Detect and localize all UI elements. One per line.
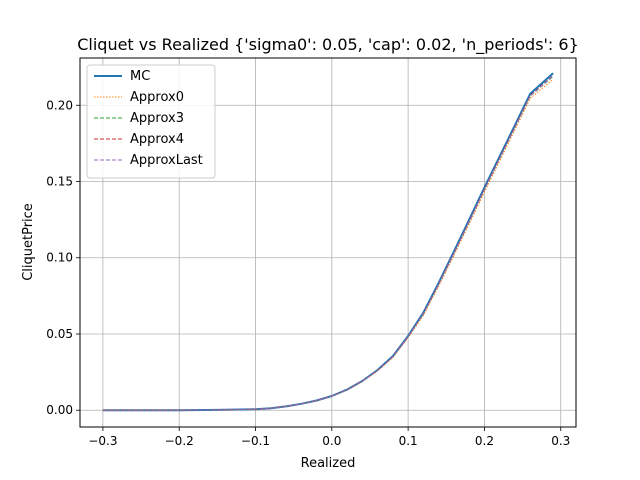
x-tick-label: 0.3	[551, 434, 570, 448]
x-tick-label: −0.2	[165, 434, 194, 448]
x-tick-label: −0.3	[88, 434, 117, 448]
x-axis-ticks: −0.3 −0.2 −0.1 0.0 0.1 0.2 0.3	[88, 427, 570, 448]
x-axis-label: Realized	[301, 456, 356, 471]
legend-label-approx4: Approx4	[130, 132, 184, 147]
y-tick-label: 0.15	[46, 175, 73, 189]
y-tick-label: 0.20	[46, 98, 73, 112]
legend-label-approxlast: ApproxLast	[130, 153, 203, 168]
legend-label-mc: MC	[130, 69, 150, 84]
x-tick-label: 0.2	[475, 434, 494, 448]
x-tick-label: −0.1	[241, 434, 270, 448]
y-axis-ticks: 0.00 0.05 0.10 0.15 0.20	[46, 98, 80, 417]
legend: MC Approx0 Approx3 Approx4 ApproxLast	[86, 64, 216, 179]
x-tick-label: 0.0	[322, 434, 341, 448]
legend-box	[86, 64, 216, 179]
chart-title: Cliquet vs Realized {'sigma0': 0.05, 'ca…	[77, 35, 579, 55]
x-tick-label: 0.1	[399, 434, 418, 448]
y-tick-label: 0.10	[46, 251, 73, 265]
y-tick-label: 0.05	[46, 327, 73, 341]
y-tick-label: 0.00	[46, 403, 73, 417]
y-axis-label: CliquetPrice	[21, 203, 36, 281]
legend-label-approx3: Approx3	[130, 111, 184, 126]
axes-frame	[79, 57, 577, 428]
plot-area	[102, 72, 554, 412]
series-line-approxlast	[102, 75, 554, 411]
legend-label-approx0: Approx0	[130, 90, 184, 105]
